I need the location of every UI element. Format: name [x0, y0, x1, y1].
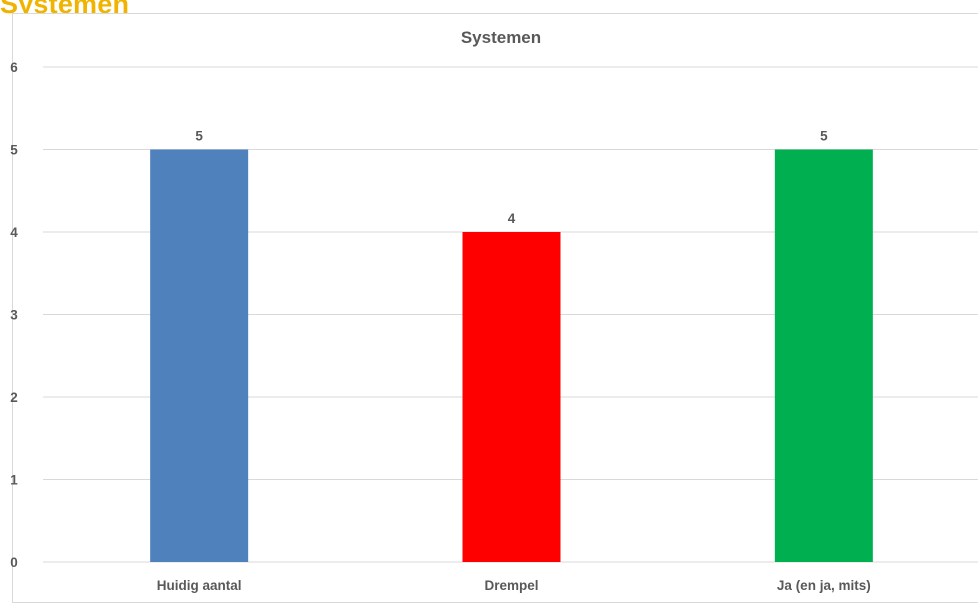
x-axis-categories: Huidig aantal Drempel Ja (en ja, mits)	[157, 578, 871, 593]
bar-3	[774, 149, 873, 562]
y-tick-label-5: 5	[10, 143, 18, 158]
bars	[150, 149, 873, 562]
y-tick-label-6: 6	[10, 60, 18, 75]
data-labels: 5 4 5	[195, 129, 828, 227]
category-label-3: Ja (en ja, mits)	[777, 578, 871, 593]
category-label-2: Drempel	[484, 578, 538, 593]
data-label-2: 4	[508, 211, 516, 226]
data-label-1: 5	[195, 129, 203, 144]
y-tick-label-2: 2	[10, 390, 18, 405]
y-tick-label-1: 1	[10, 473, 18, 488]
y-tick-label-4: 4	[10, 225, 18, 240]
y-tick-label-0: 0	[10, 555, 18, 570]
y-axis-ticks: 0 1 2 3 4 5 6	[10, 60, 18, 570]
bar-2	[462, 232, 561, 562]
category-label-1: Huidig aantal	[157, 578, 242, 593]
y-tick-label-3: 3	[10, 308, 18, 323]
data-label-3: 5	[820, 129, 828, 144]
chart-title: Systemen	[461, 28, 541, 47]
bar-1	[150, 149, 249, 562]
